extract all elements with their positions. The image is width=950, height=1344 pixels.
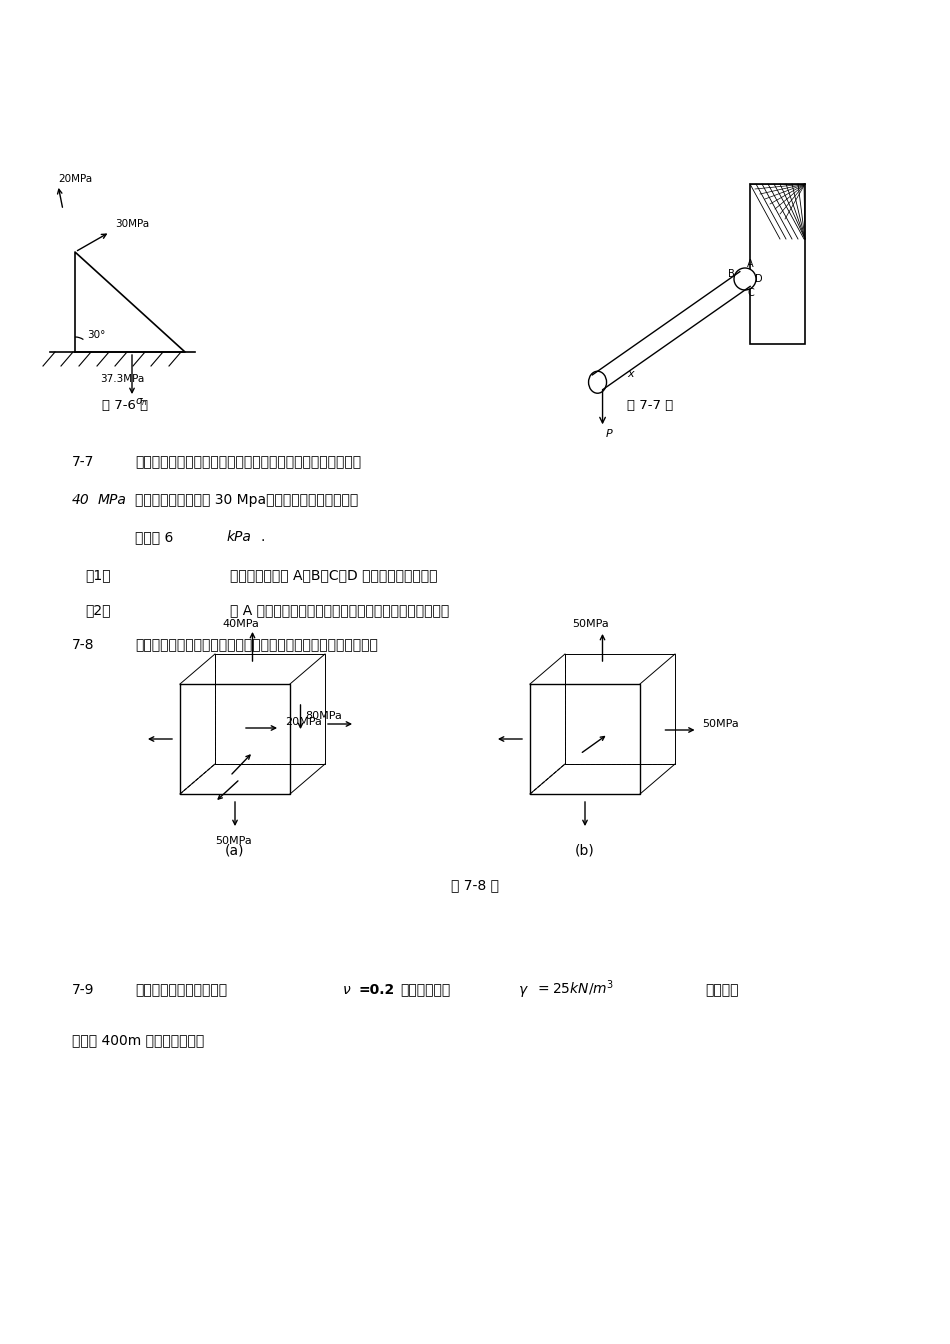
Text: 20MPa: 20MPa [285, 716, 322, 727]
Text: (a): (a) [225, 843, 245, 857]
Text: A: A [747, 259, 753, 269]
Text: 题 7-8 图: 题 7-8 图 [451, 878, 499, 892]
Bar [750, 184, 805, 344]
Ellipse shape [589, 371, 606, 394]
Text: 应力为 6: 应力为 6 [135, 530, 173, 544]
Text: 50MPa: 50MPa [215, 836, 252, 845]
Text: B: B [728, 269, 734, 280]
Text: x: x [628, 370, 635, 379]
Text: $=25kN/m^3$: $=25kN/m^3$ [535, 978, 615, 999]
Text: 40: 40 [72, 493, 89, 507]
Text: $\gamma$: $\gamma$ [518, 984, 529, 999]
Text: =0.2: =0.2 [358, 982, 394, 997]
Text: 20MPa: 20MPa [58, 173, 92, 184]
Text: （1）: （1） [85, 569, 110, 582]
Text: ，最大扭转切应力为 30 Mpa，因剪力而引起的最大切: ，最大扭转切应力为 30 Mpa，因剪力而引起的最大切 [135, 493, 358, 507]
Text: 7-7: 7-7 [72, 456, 94, 469]
Text: 40MPa: 40MPa [222, 620, 259, 629]
Text: .: . [260, 530, 264, 544]
Text: 题 7-7 图: 题 7-7 图 [627, 399, 674, 413]
Text: D: D [755, 274, 763, 284]
Text: 30MPa: 30MPa [115, 219, 149, 228]
Ellipse shape [734, 267, 756, 290]
Text: 用单元体画出在 A、B、C、D 各点处的应力状态；: 用单元体画出在 A、B、C、D 各点处的应力状态； [230, 569, 438, 582]
Text: 37.3MPa: 37.3MPa [100, 374, 144, 384]
Text: 80MPa: 80MPa [306, 711, 342, 720]
Text: 7-8: 7-8 [72, 638, 94, 652]
Text: $\nu$: $\nu$ [342, 982, 352, 997]
Text: kPa: kPa [227, 530, 252, 544]
Text: 求 A 点的主应力和最大切应力以及它们的作用面的方位。: 求 A 点的主应力和最大切应力以及它们的作用面的方位。 [230, 603, 449, 617]
Text: C: C [747, 288, 753, 298]
Text: 。试计算: 。试计算 [705, 982, 738, 997]
Text: 题 7-6 图: 题 7-6 图 [102, 399, 148, 413]
Text: （2）: （2） [85, 603, 110, 617]
Text: (b): (b) [575, 843, 595, 857]
Text: 离地面 400m 深处的压应力。: 离地面 400m 深处的压应力。 [72, 1034, 204, 1047]
Text: 50MPa: 50MPa [702, 719, 739, 728]
Text: 求图示各应力状态的主应力、最大切应力以及它们的作用面的方位: 求图示各应力状态的主应力、最大切应力以及它们的作用面的方位 [135, 638, 378, 652]
Text: 30°: 30° [87, 331, 105, 340]
Text: 设地层为石灰岩，波松比: 设地层为石灰岩，波松比 [135, 982, 227, 997]
Text: 7-9: 7-9 [72, 982, 94, 997]
Text: P: P [605, 429, 613, 439]
Text: $\sigma_n$: $\sigma_n$ [135, 396, 147, 407]
Text: 50MPa: 50MPa [573, 620, 609, 629]
Text: MPa: MPa [98, 493, 127, 507]
Text: 一圆轴受力如图所示，已知固定端横截面上的最大弯曲应力为: 一圆轴受力如图所示，已知固定端横截面上的最大弯曲应力为 [135, 456, 361, 469]
Text: ，单位体积重: ，单位体积重 [400, 982, 450, 997]
